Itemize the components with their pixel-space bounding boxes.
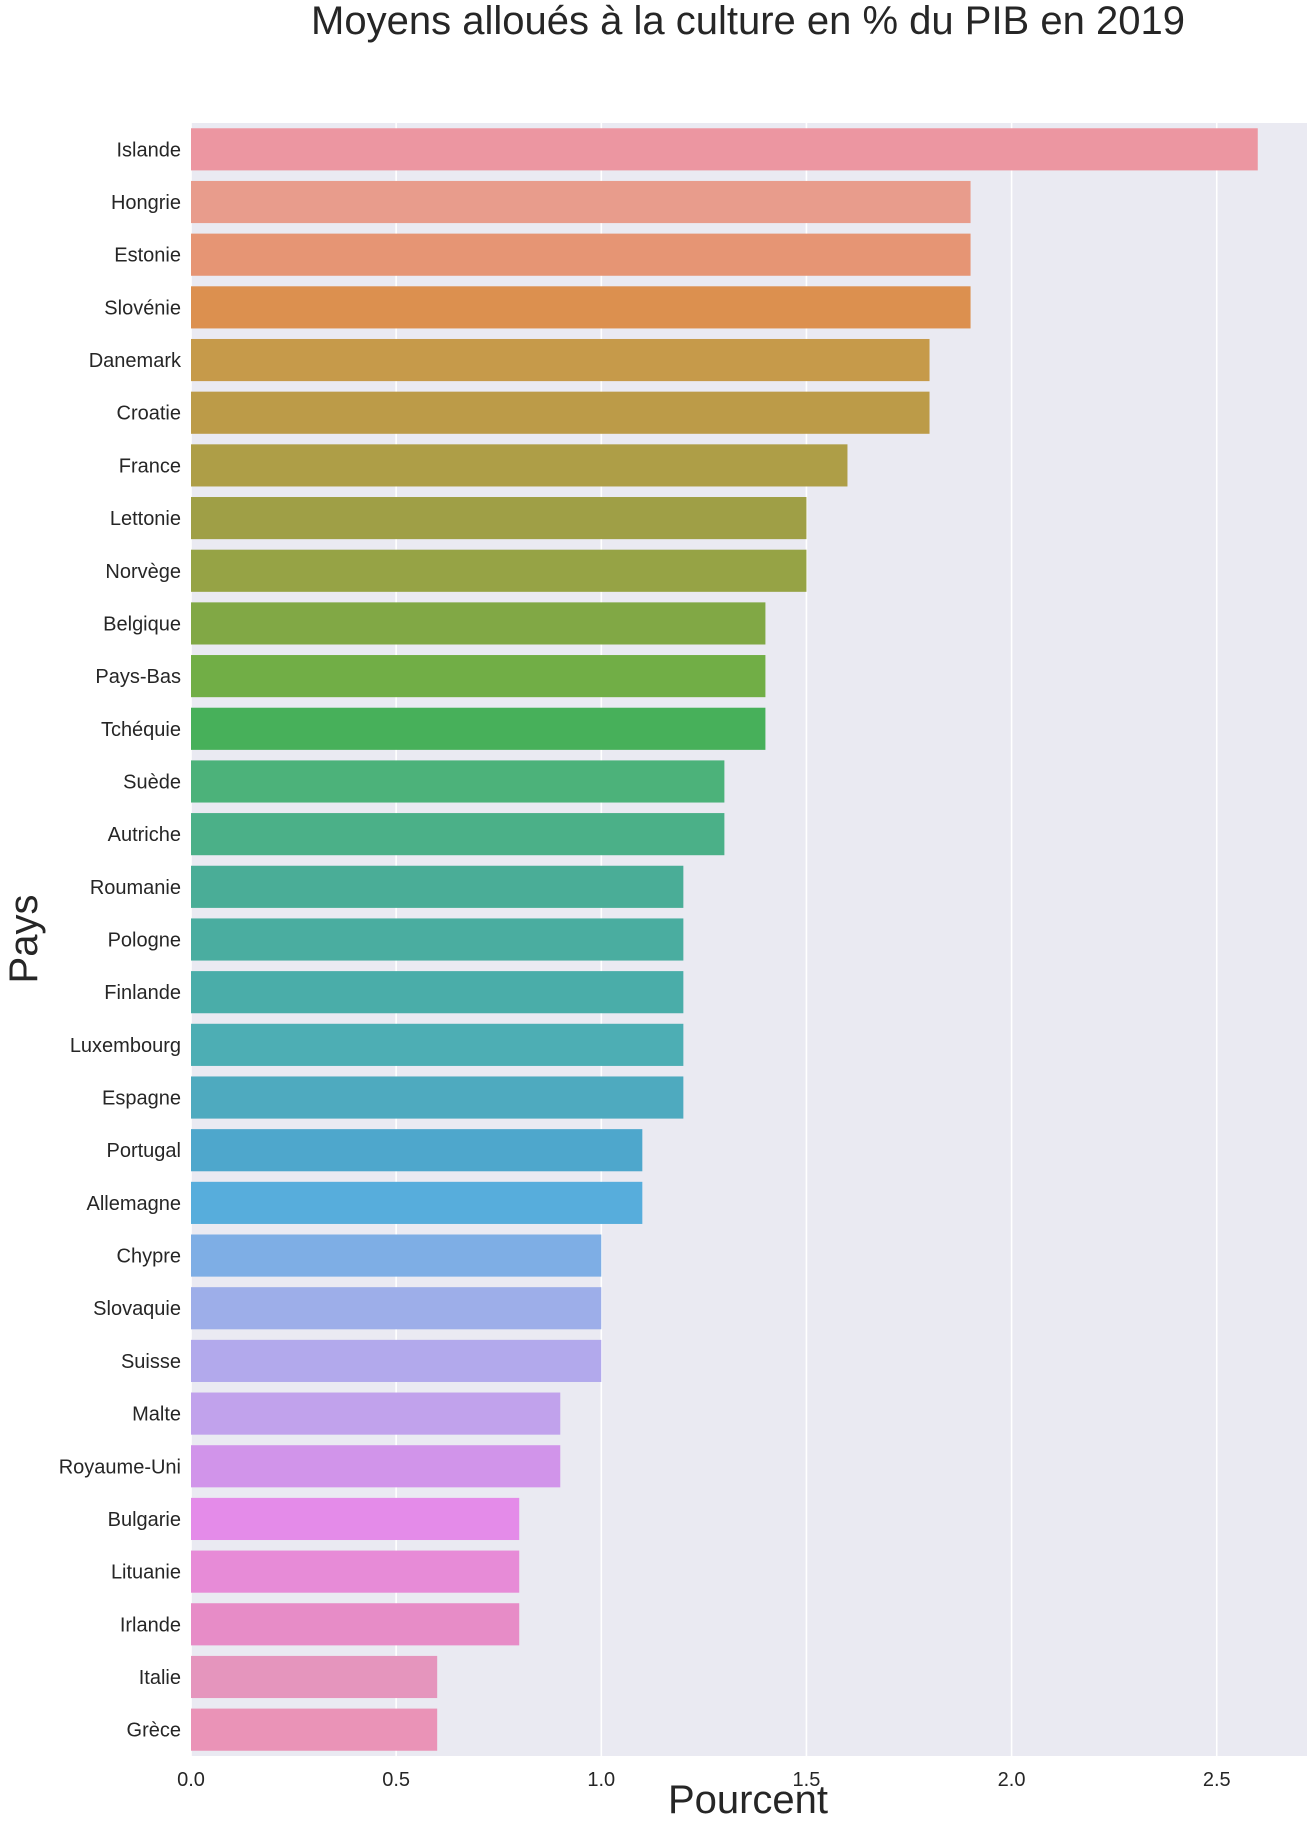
- category-label: Pays-Bas: [95, 666, 181, 688]
- category-label: Pologne: [108, 930, 181, 952]
- bars: [191, 128, 1258, 1751]
- bar: [191, 813, 725, 856]
- bar: [191, 707, 766, 750]
- category-label: Croatie: [117, 403, 181, 425]
- bar: [191, 1129, 643, 1172]
- category-label: Slovaquie: [93, 1298, 181, 1320]
- bar: [191, 865, 684, 908]
- bar: [191, 391, 930, 434]
- bar: [191, 1076, 684, 1119]
- category-label: Hongrie: [111, 192, 181, 214]
- bar: [191, 1497, 520, 1541]
- bar: [191, 1550, 520, 1593]
- category-label: Irlande: [120, 1614, 181, 1636]
- x-tick-labels: 0.0 0.5 1.0 1.5 2.0 2.5: [177, 1769, 1231, 1791]
- category-labels: Islande Hongrie Estonie Slovénie Danemark Cro…: [59, 139, 182, 1741]
- category-label: Belgique: [103, 613, 181, 635]
- category-label: Chypre: [117, 1246, 181, 1268]
- category-label: Bulgarie: [108, 1509, 181, 1531]
- category-label: Luxembourg: [70, 1035, 181, 1057]
- bar: [191, 180, 971, 224]
- category-label: Malte: [132, 1404, 181, 1426]
- category-label: Danemark: [89, 350, 182, 372]
- bar: [191, 1181, 643, 1224]
- bar: [191, 1603, 520, 1646]
- bar: [191, 1708, 438, 1751]
- bar: [191, 1339, 602, 1382]
- category-label: Finlande: [104, 982, 181, 1004]
- bar: [191, 444, 848, 487]
- bar: [191, 549, 807, 592]
- bar: [191, 971, 684, 1014]
- bar: [191, 286, 971, 329]
- category-label: Lituanie: [111, 1562, 181, 1584]
- chart-title: Moyens alloués à la culture en % du PIB …: [311, 0, 1185, 43]
- category-label: Allemagne: [86, 1193, 181, 1215]
- x-tick-label: 2.5: [1203, 1769, 1231, 1791]
- bar: [191, 497, 807, 540]
- bar: [191, 128, 1258, 171]
- category-label: Islande: [117, 139, 182, 161]
- x-tick-label: 0.5: [382, 1769, 410, 1791]
- bar: [191, 602, 766, 645]
- x-tick-label: 2.0: [998, 1769, 1026, 1791]
- category-label: Roumanie: [90, 877, 181, 899]
- x-tick-label: 1.0: [587, 1769, 615, 1791]
- bar: [191, 760, 725, 803]
- bar: [191, 1392, 561, 1435]
- y-axis-label: Pays: [2, 895, 46, 984]
- bar: [191, 1023, 684, 1066]
- category-label: Tchéquie: [101, 719, 181, 741]
- x-axis-label: Pourcent: [668, 1778, 828, 1822]
- category-label: Estonie: [114, 245, 181, 267]
- bar: [191, 1655, 438, 1699]
- category-label: Italie: [139, 1667, 181, 1689]
- bar: [191, 1287, 602, 1330]
- category-label: Norvège: [105, 561, 181, 583]
- x-tick-label: 0.0: [177, 1769, 205, 1791]
- category-label: Slovénie: [104, 297, 181, 319]
- category-label: Autriche: [108, 824, 181, 846]
- category-label: Portugal: [107, 1140, 182, 1162]
- category-label: Suède: [123, 771, 181, 793]
- category-label: France: [119, 455, 181, 477]
- bar: [191, 338, 930, 382]
- bar: [191, 1445, 561, 1488]
- x-tick-label: 1.5: [793, 1769, 821, 1791]
- category-label: Espagne: [102, 1088, 181, 1110]
- category-label: Suisse: [121, 1351, 181, 1373]
- bar: [191, 655, 766, 698]
- category-label: Royaume-Uni: [59, 1456, 181, 1478]
- category-label: Lettonie: [110, 508, 181, 530]
- bar: [191, 918, 684, 961]
- bar: [191, 1234, 602, 1277]
- category-label: Grèce: [127, 1720, 181, 1742]
- bar: [191, 233, 971, 276]
